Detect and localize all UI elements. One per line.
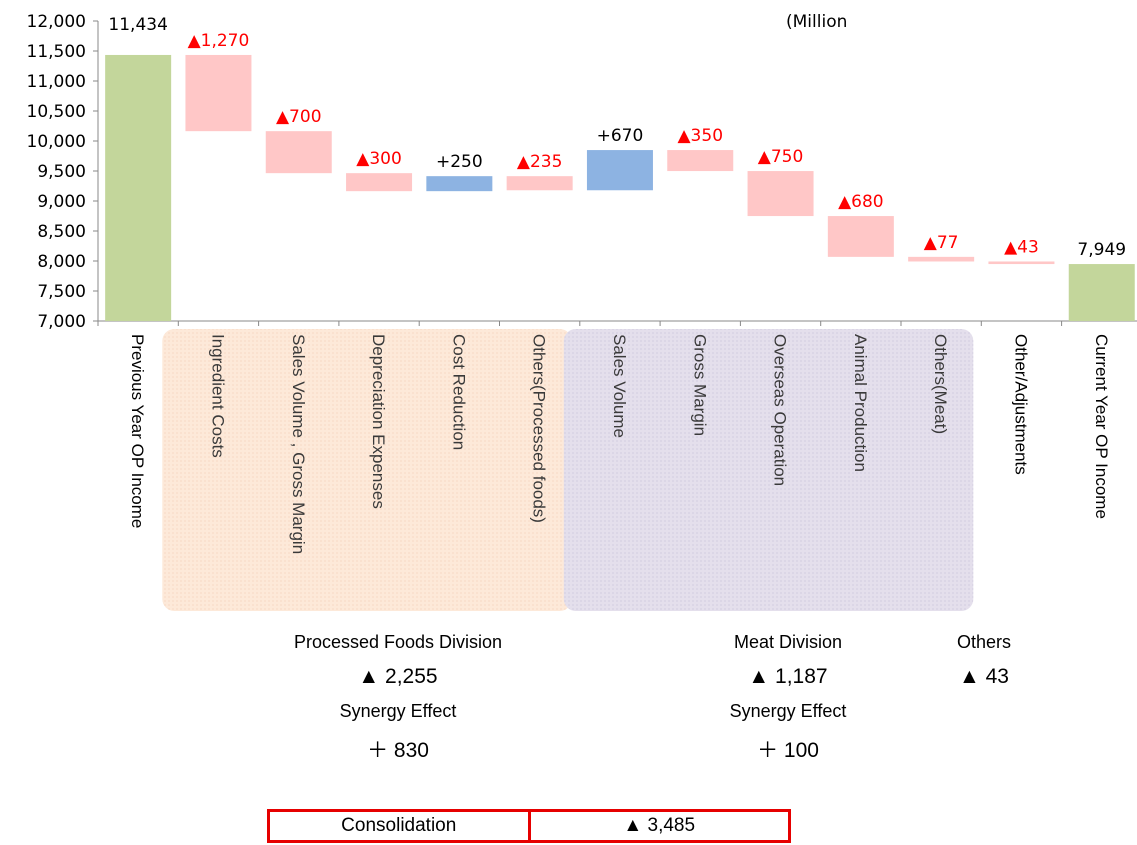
bar-decrease	[908, 256, 975, 262]
others-value: ▲ 43	[959, 665, 1009, 688]
processed-synergy-name: Synergy Effect	[339, 701, 457, 721]
waterfall-chart: 7,000 7,500 8,000 8,500 9,000 9,500 10,000 10,5…	[27, 12, 1137, 611]
group-panel-meat	[563, 329, 974, 611]
consolidation-box: Consolidation ▲ 3,485	[267, 809, 791, 843]
category-label: Other/Adjustments	[1011, 334, 1030, 475]
category-label: Animal Production	[851, 334, 870, 472]
processed-division-name: Processed Foods Division	[293, 632, 503, 652]
meat-synergy-value: ＋ 100	[757, 739, 819, 762]
data-label: ▲1,270	[188, 31, 250, 51]
meat-division-name: Meat Division	[733, 632, 843, 652]
data-label: ▲750	[758, 147, 804, 167]
category-label: Cost Reduction	[449, 334, 468, 450]
data-label: ▲350	[677, 126, 723, 146]
meat-division-value: ▲ 1,187	[748, 665, 828, 688]
y-tick-label: 10,000	[27, 132, 86, 152]
category-label: Previous Year OP Income	[128, 334, 147, 528]
bar-decrease	[747, 171, 814, 217]
y-tick-label: 7,500	[37, 282, 86, 302]
consolidation-value: ▲ 3,485	[530, 809, 791, 843]
others-name: Others	[956, 632, 1012, 652]
data-label: ▲700	[276, 107, 322, 127]
y-tick-label: 12,000	[27, 12, 86, 32]
category-label: Gross Margin	[690, 334, 709, 436]
y-tick-label: 7,000	[37, 312, 86, 332]
y-tick-label: 10,500	[27, 102, 86, 122]
bar-increase	[426, 176, 493, 192]
processed-division-value: ▲ 2,255	[358, 665, 438, 688]
bar-total	[105, 54, 172, 322]
meat-synergy-name: Synergy Effect	[729, 701, 847, 721]
data-label: ▲680	[838, 192, 884, 212]
bar-decrease	[988, 261, 1055, 265]
y-tick-label: 9,500	[37, 162, 86, 182]
y-tick-label: 11,000	[27, 72, 86, 92]
y-tick-label: 11,500	[27, 42, 86, 62]
meat-summary: Meat Division ▲ 1,187 Synergy Effect ＋ 1…	[688, 632, 888, 764]
category-label: Ingredient Costs	[208, 334, 227, 458]
group-panel-processed-foods	[162, 329, 572, 611]
data-label: ▲77	[924, 233, 959, 253]
data-label: 11,434	[108, 15, 167, 35]
bar-increase	[586, 150, 653, 191]
data-label: +250	[436, 152, 483, 172]
bar-total	[1068, 264, 1135, 321]
category-label: Depreciation Expenses	[369, 334, 388, 509]
unit-label: (Million	[786, 12, 848, 32]
category-label: Others(Meat)	[931, 334, 950, 434]
category-label: Current Year OP Income	[1092, 334, 1111, 519]
bar-decrease	[667, 150, 734, 172]
data-label: ▲300	[356, 149, 402, 169]
data-label: ▲235	[517, 152, 563, 172]
bar-decrease	[185, 54, 252, 132]
category-label: Overseas Operation	[771, 334, 790, 486]
category-label: Sales Volume , Gross Margin	[289, 334, 308, 554]
others-summary: Others ▲ 43	[924, 632, 1044, 689]
bar-decrease	[506, 176, 573, 191]
y-tick-label: 8,500	[37, 222, 86, 242]
category-label: Others(Processed foods)	[530, 334, 549, 523]
y-tick-label: 9,000	[37, 192, 86, 212]
data-label: 7,949	[1077, 240, 1126, 260]
data-label: +670	[597, 126, 644, 146]
data-label: ▲43	[1004, 237, 1039, 257]
y-tick-label: 8,000	[37, 252, 86, 272]
processed-synergy-value: ＋ 830	[367, 739, 429, 762]
bar-decrease	[346, 173, 413, 192]
processed-summary: Processed Foods Division ▲ 2,255 Synergy…	[248, 632, 548, 764]
consolidation-label: Consolidation	[267, 809, 531, 843]
bar-decrease	[827, 216, 894, 257]
category-label: Sales Volume	[610, 334, 629, 438]
bar-decrease	[265, 131, 332, 174]
